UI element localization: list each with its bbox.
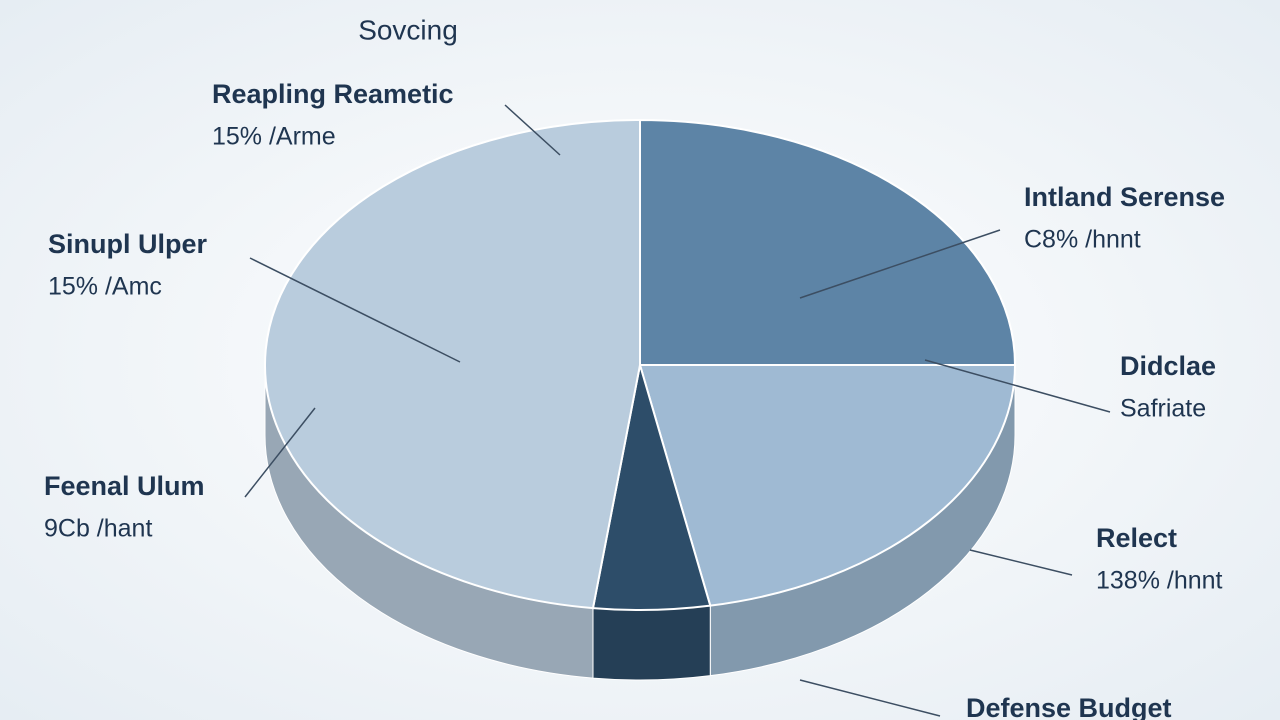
annotation-subtitle: 15% /Arme — [212, 123, 336, 151]
annotation-subtitle: 15% /Amc — [48, 273, 162, 301]
annotation-title: Didclae — [1120, 351, 1216, 381]
leader-line — [799, 679, 941, 717]
leader-line — [249, 257, 461, 363]
leader-line — [969, 549, 1073, 576]
leader-line — [799, 229, 1001, 299]
annotation-subtitle: 138% /hnnt — [1096, 567, 1223, 595]
annotation-title: Sinupl Ulper — [48, 229, 208, 259]
leader-line — [244, 407, 316, 498]
annotation-title: Defense Budget — [966, 693, 1172, 720]
leader-line — [504, 104, 561, 156]
annotation-subtitle: Safriate — [1120, 395, 1206, 423]
annotation-subtitle: 9Cb /hant — [44, 515, 152, 543]
annotation-title: Intland Serense — [1024, 182, 1225, 212]
annotation-title: Feenal Ulum — [44, 471, 205, 501]
pie-top — [264, 118, 1017, 611]
pie-slice — [639, 118, 1017, 366]
leader-line — [924, 359, 1111, 413]
annotation-title: Reapling Reametic — [212, 79, 454, 109]
pie-side — [264, 364, 1016, 681]
pie-slice — [264, 118, 641, 610]
annotations: Reapling Reametic 15% /Arme Sinupl Ulper 15… — [44, 79, 1225, 720]
pie-slice-side — [592, 605, 711, 681]
chart-title: Sovcing — [358, 14, 458, 45]
pie-slice — [638, 364, 1017, 607]
annotation-subtitle: C8% /hnnt — [1024, 226, 1141, 254]
annotation-title: Relect — [1096, 523, 1177, 553]
